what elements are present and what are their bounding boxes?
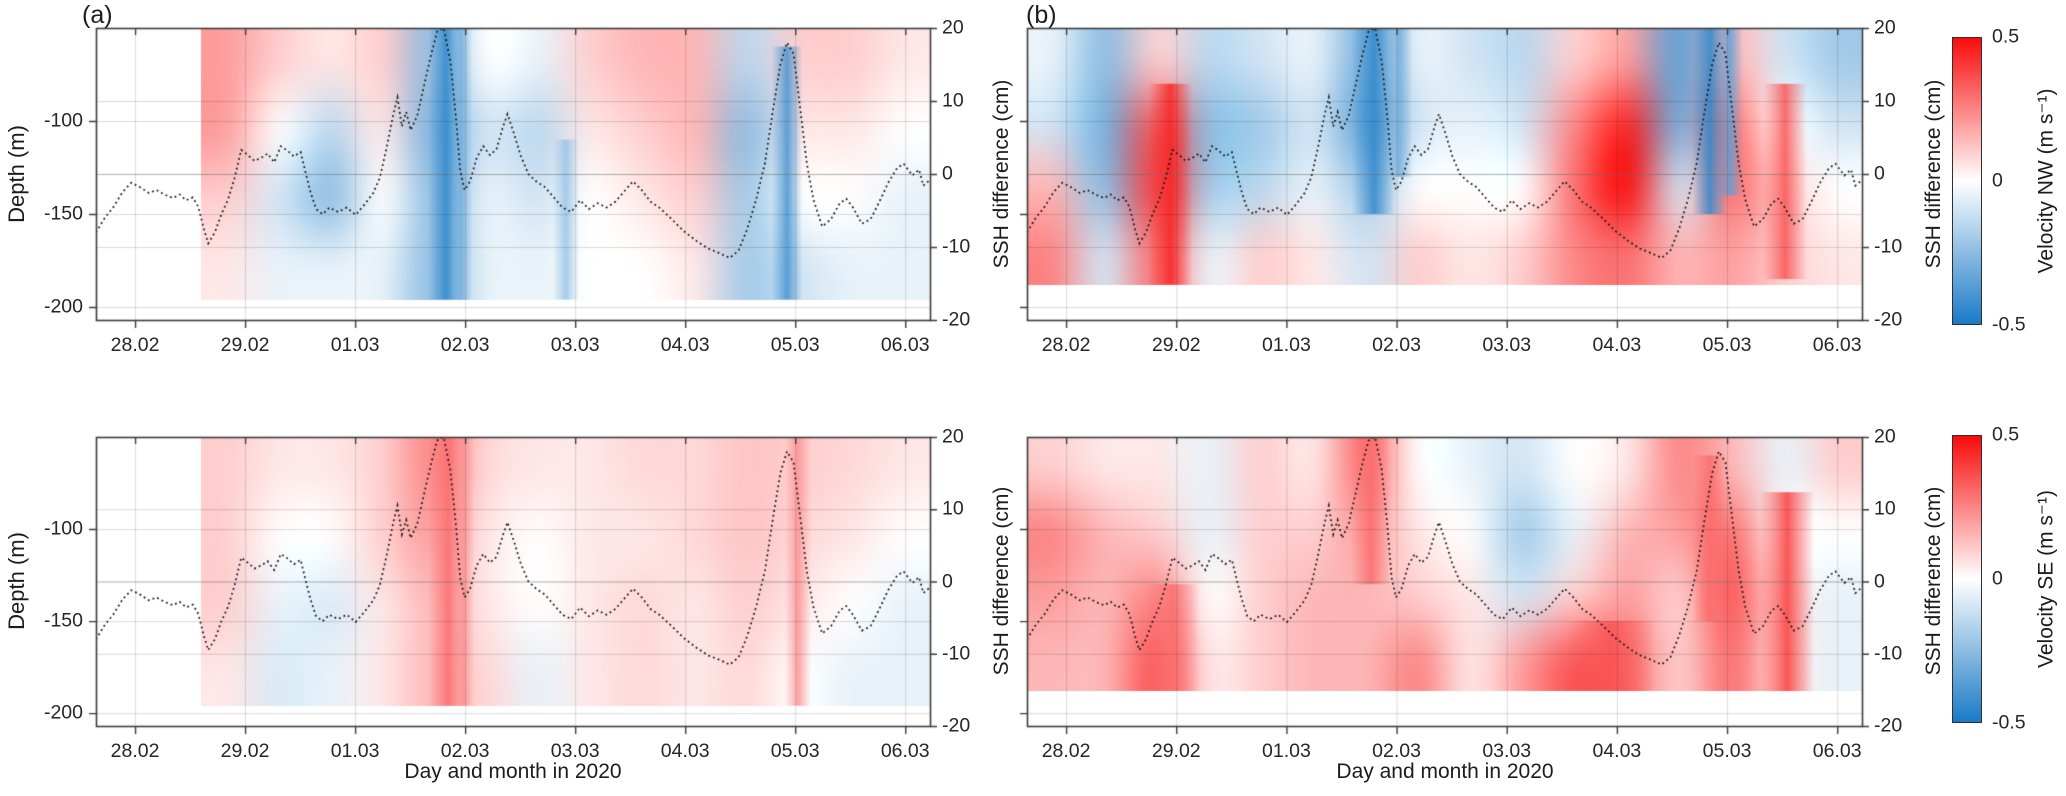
ssh-tick-label: -20	[1874, 714, 1903, 737]
x-tick-label: 01.03	[1262, 740, 1311, 762]
ssh-tick-label: -10	[942, 235, 971, 258]
x-tick-label: 29.02	[220, 334, 270, 356]
x-tick-label: 04.03	[1592, 334, 1642, 356]
x-tick-label: 05.03	[770, 740, 820, 762]
ssh-tick-label: 20	[942, 425, 964, 448]
x-tick-label: 06.03	[880, 334, 930, 356]
x-tick-label: 03.03	[1482, 740, 1532, 762]
x-tick-label: 29.02	[1151, 334, 1201, 356]
ssh-axis-label-a-top: SSH difference (cm)	[990, 79, 1013, 269]
depth-tick-label: -100	[43, 109, 83, 132]
ssh-tick-label: 10	[1874, 497, 1896, 520]
ssh-tick-label: 0	[1874, 162, 1885, 185]
x-tick-label: 29.02	[220, 740, 270, 762]
x-tick-label: 05.03	[1702, 740, 1752, 762]
colorbar-tick-label: 0.5	[1992, 25, 2020, 48]
x-tick-label: 06.03	[880, 740, 930, 762]
x-tick-label: 04.03	[1592, 740, 1642, 762]
x-tick-label: 29.02	[1151, 740, 1201, 762]
ssh-tick-label: 0	[1874, 570, 1885, 592]
x-tick-label: 03.03	[550, 740, 600, 762]
ssh-tick-label: -20	[942, 308, 971, 331]
colorbar-tick-label: -0.5	[1992, 711, 2026, 734]
ssh-tick-label: 10	[942, 497, 964, 520]
colorbar-velocity-se	[1952, 435, 1982, 723]
x-tick-label: 28.02	[1041, 740, 1091, 762]
x-tick-label: 03.03	[1482, 334, 1532, 356]
ssh-tick-label: 10	[1874, 89, 1896, 112]
x-tick-label: 04.03	[660, 334, 710, 356]
ssh-tick-label: -10	[1874, 235, 1903, 258]
x-tick-label: 02.03	[440, 334, 490, 356]
x-tick-label: 01.03	[330, 740, 380, 762]
x-tick-label: 04.03	[660, 740, 710, 762]
depth-tick-label: -200	[43, 295, 83, 318]
x-axis-label-right: Day and month in 2020	[1336, 760, 1554, 783]
ssh-tick-label: -20	[1874, 308, 1903, 331]
ssh-axis-label-b-top: SSH difference (cm)	[1922, 79, 1945, 269]
colorbar-velocity-nw	[1952, 37, 1982, 325]
depth-tick-label: -100	[43, 517, 83, 540]
colorbar-label-velocity-nw: Velocity NW (m s⁻¹)	[2034, 88, 2058, 274]
colorbar-label-velocity-se: Velocity SE (m s⁻¹)	[2034, 490, 2058, 668]
x-tick-label: 28.02	[110, 334, 160, 356]
x-tick-label: 01.03	[330, 334, 380, 356]
x-tick-label: 05.03	[1702, 334, 1752, 356]
x-tick-label: 01.03	[1262, 334, 1311, 356]
x-tick-label: 02.03	[440, 740, 490, 762]
ssh-tick-label: 0	[942, 570, 953, 592]
colorbar-tick-label: 0	[1992, 567, 2003, 590]
x-tick-label: 02.03	[1372, 334, 1421, 356]
depth-axis-label-top: Depth (m)	[4, 125, 29, 223]
ssh-tick-label: 20	[942, 16, 964, 39]
ssh-tick-label: 10	[942, 89, 964, 112]
x-axis-label-left: Day and month in 2020	[404, 760, 622, 783]
ssh-tick-label: -10	[1874, 642, 1903, 665]
ssh-tick-label: -20	[942, 714, 971, 737]
depth-tick-label: -200	[43, 701, 83, 724]
x-tick-label: 06.03	[1812, 334, 1862, 356]
depth-axis-label-bottom: Depth (m)	[4, 532, 29, 630]
x-tick-label: 28.02	[1041, 334, 1091, 356]
depth-tick-label: -150	[43, 609, 83, 632]
ssh-tick-label: 0	[942, 162, 953, 185]
ssh-tick-label: 20	[1874, 16, 1896, 39]
x-tick-label: 06.03	[1812, 740, 1862, 762]
colorbar-tick-label: 0	[1992, 169, 2003, 192]
x-tick-label: 05.03	[770, 334, 820, 356]
ssh-axis-label-b-bottom: SSH difference (cm)	[1922, 486, 1945, 676]
panel-b-label: (b)	[1026, 1, 1057, 29]
depth-tick-label: -150	[43, 202, 83, 225]
colorbar-tick-label: -0.5	[1992, 313, 2026, 336]
ssh-tick-label: -10	[942, 642, 971, 665]
x-tick-label: 02.03	[1372, 740, 1421, 762]
ssh-axis-label-a-bottom: SSH difference (cm)	[990, 486, 1013, 676]
x-tick-label: 28.02	[110, 740, 160, 762]
x-tick-label: 03.03	[550, 334, 600, 356]
ssh-tick-label: 20	[1874, 425, 1896, 448]
colorbar-tick-label: 0.5	[1992, 423, 2020, 446]
panel-a-label: (a)	[82, 1, 113, 29]
